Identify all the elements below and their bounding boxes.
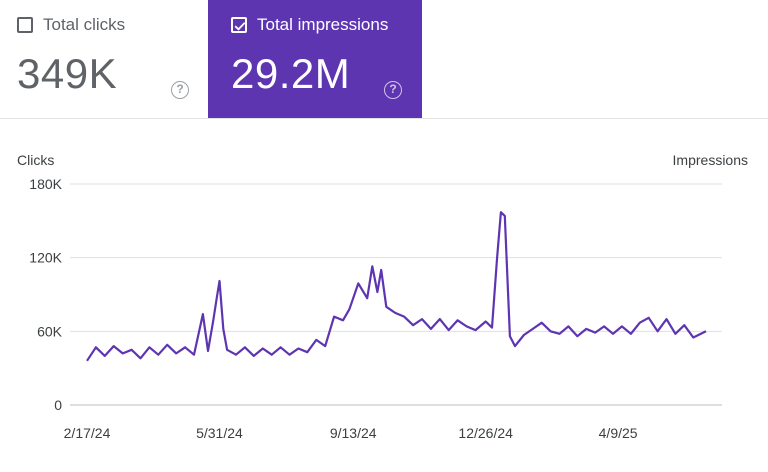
y-tick-label: 120K — [29, 250, 62, 266]
left-axis-title: Clicks — [17, 152, 55, 168]
y-tick-label: 180K — [29, 176, 62, 192]
total-clicks-label: Total clicks — [43, 15, 126, 34]
metric-cards: Total clicks 349K ? Total impressions 29… — [0, 0, 768, 119]
checkmark-icon — [234, 22, 246, 31]
metrics-divider — [0, 118, 768, 119]
x-tick-label: 4/9/25 — [599, 425, 638, 441]
total-clicks-value: 349K — [17, 50, 118, 97]
help-circle-icon[interactable]: ? — [384, 81, 402, 99]
help-circle-icon[interactable]: ? — [171, 81, 189, 99]
total-clicks-checkbox[interactable] — [17, 17, 33, 33]
total-impressions-card[interactable]: Total impressions 29.2M ? — [208, 0, 422, 118]
x-tick-label: 12/26/24 — [458, 425, 513, 441]
total-clicks-card[interactable]: Total clicks 349K ? — [0, 0, 208, 118]
total-impressions-checkbox[interactable] — [231, 17, 247, 33]
y-tick-label: 0 — [54, 397, 62, 413]
total-impressions-value: 29.2M — [231, 50, 351, 97]
y-tick-label: 60K — [37, 323, 63, 339]
x-tick-label: 5/31/24 — [196, 425, 243, 441]
total-impressions-label: Total impressions — [257, 15, 389, 34]
impressions-series-line[interactable] — [86, 211, 707, 362]
x-tick-label: 2/17/24 — [64, 425, 111, 441]
x-tick-label: 9/13/24 — [330, 425, 377, 441]
right-axis-title: Impressions — [672, 152, 748, 168]
